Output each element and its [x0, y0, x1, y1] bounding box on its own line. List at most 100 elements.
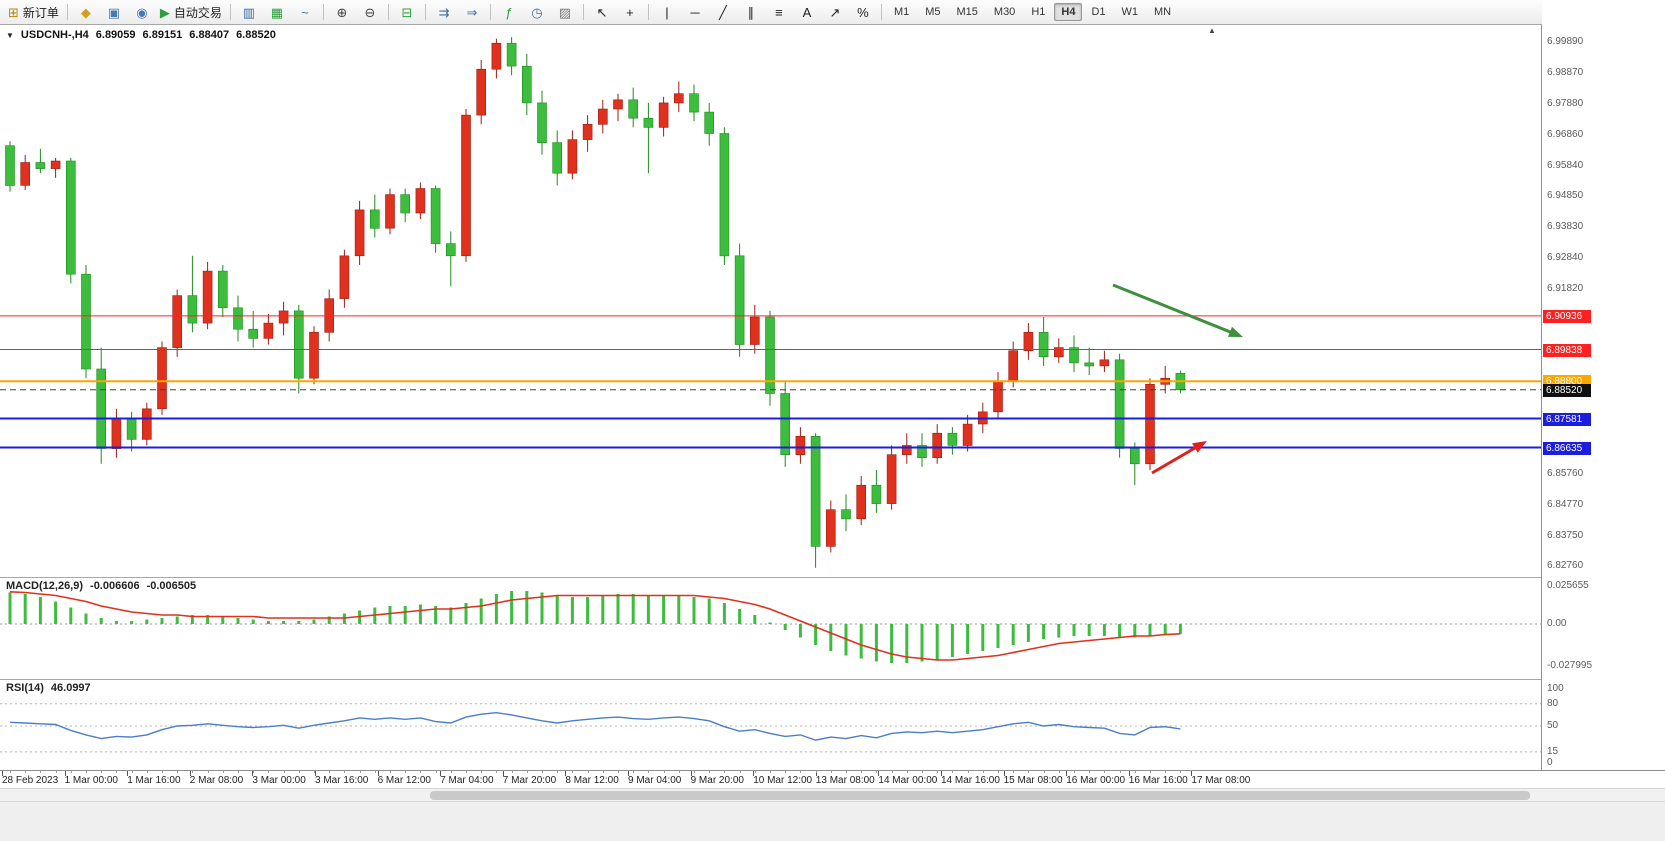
auto-scroll-icon-glyph: ⇉	[438, 4, 450, 20]
indicators-icon[interactable]: ƒ	[495, 1, 523, 23]
time-axis-minor-tick	[314, 771, 315, 773]
chart-symbol-period: USDCNH-,H4	[20, 29, 89, 41]
red-up-arrow[interactable]	[1151, 444, 1200, 475]
fibonacci-icon[interactable]: ≡	[765, 1, 793, 23]
toolbar-separator	[322, 4, 324, 20]
time-axis-tick	[878, 771, 880, 776]
candle-body	[233, 307, 243, 330]
time-axis-minor-tick	[572, 771, 574, 773]
timeframe-h4-button[interactable]: H4	[1054, 3, 1083, 21]
crosshair-icon[interactable]: +	[616, 1, 644, 23]
toolbar-separator	[229, 4, 231, 20]
time-axis-tick	[690, 771, 692, 776]
tile-windows-icon[interactable]: ⊟	[393, 1, 421, 23]
timeframe-m1-button[interactable]: M1	[893, 6, 910, 18]
macd-axis-label: 0.025655	[1547, 579, 1589, 591]
channel-icon[interactable]: ∥	[737, 1, 765, 23]
data-window-icon[interactable]: ▣	[100, 1, 128, 23]
auto-scroll-icon[interactable]: ⇉	[430, 1, 458, 23]
time-axis-minor-tick	[1134, 771, 1136, 773]
zoom-in-icon[interactable]: ⊕	[328, 1, 356, 23]
time-axis-label: 9 Mar 20:00	[690, 775, 744, 786]
chart-shift-marker[interactable]: ▲	[1208, 26, 1216, 35]
timeframe-d1-button[interactable]: D1	[1091, 6, 1106, 18]
candle-body	[369, 209, 380, 229]
ohlc-open: 6.89059	[95, 29, 136, 41]
time-axis-label: 7 Mar 04:00	[440, 775, 494, 786]
timeframe-w1-button[interactable]: W1	[1121, 6, 1139, 18]
candlestick-chart-icon-glyph: ▦	[270, 4, 284, 20]
cycles-icon[interactable]: %	[849, 1, 877, 23]
horizontal-line-icon[interactable]: ─	[681, 1, 709, 23]
price-axis[interactable]: 6.99890 6.98870 6.97880 6.96860 6.95840 6.948…	[1542, 0, 1665, 788]
toolbar-separator	[647, 4, 649, 20]
new-order-button[interactable]: ⊞ 新订单	[4, 1, 63, 23]
market-watch-icon[interactable]: ◆	[72, 1, 100, 23]
time-axis-label: 7 Mar 20:00	[502, 775, 557, 786]
rsi-axis-label: 80	[1547, 697, 1559, 709]
arrow-tool-icon[interactable]: ↗	[821, 1, 849, 23]
time-axis-minor-tick	[390, 771, 391, 773]
time-axis-label: 16 Mar 00:00	[1066, 775, 1126, 786]
text-icon-glyph: A	[802, 4, 812, 20]
fibonacci-icon-glyph: ≡	[775, 4, 783, 20]
time-axis-tick	[753, 771, 755, 776]
price-axis-label: 6.85760	[1547, 468, 1584, 480]
time-axis-minor-tick	[937, 771, 939, 773]
timeframe-mn-button[interactable]: MN	[1154, 6, 1172, 18]
time-axis-label: 14 Mar 16:00	[941, 775, 1000, 786]
candle-body	[248, 328, 258, 339]
templates-icon[interactable]: ▨	[551, 1, 579, 23]
timeframe-m15-button[interactable]: M15	[956, 6, 978, 18]
timeframe-h1-button[interactable]: H1	[1031, 6, 1046, 18]
green-down-arrow[interactable]	[1112, 283, 1236, 336]
timeframe-m30-button[interactable]: M30	[993, 6, 1016, 18]
candle-body	[643, 117, 654, 128]
channel-icon-glyph: ∥	[747, 4, 755, 20]
line-chart-icon-glyph: ~	[301, 4, 309, 20]
timeframe-m5-button[interactable]: M5	[925, 6, 941, 18]
vertical-line-icon[interactable]: |	[653, 1, 681, 23]
time-axis-minor-tick	[1043, 771, 1045, 773]
line-chart-icon[interactable]: ~	[291, 1, 319, 23]
price-axis-label: 6.82760	[1547, 560, 1584, 571]
text-icon[interactable]: A	[793, 1, 821, 23]
trendline-icon[interactable]: ╱	[709, 1, 737, 23]
time-axis-minor-tick	[633, 771, 635, 773]
scrollbar-thumb[interactable]	[430, 791, 1530, 800]
time-axis[interactable]: 28 Feb 2023 1 Mar 00:00 1 Mar 16:00 2 Mar 0…	[0, 770, 1665, 788]
candle-body	[126, 417, 137, 440]
periods-icon[interactable]: ◷	[523, 1, 551, 23]
data-window-icon-glyph: ▣	[107, 4, 121, 20]
chart-canvas[interactable]	[0, 0, 1541, 788]
cursor-icon[interactable]: ↖	[588, 1, 616, 23]
toolbar-separator	[387, 4, 389, 20]
candle-body	[1114, 359, 1125, 449]
community-icon[interactable]: ◉	[128, 1, 156, 23]
time-axis-minor-tick	[967, 771, 969, 773]
time-axis-minor-tick	[298, 771, 300, 773]
candle-body	[400, 194, 411, 214]
time-axis-minor-tick	[374, 771, 376, 773]
chart-shift-icon[interactable]: ⇒	[458, 1, 486, 23]
time-axis-tick	[815, 771, 817, 776]
candle-body	[1023, 331, 1034, 351]
candle-body	[582, 124, 593, 140]
price-axis-label: 6.97880	[1547, 97, 1584, 109]
time-axis-minor-tick	[283, 771, 285, 773]
auto-trading-button[interactable]: ▶ 自动交易	[156, 1, 226, 23]
time-axis-tick	[1003, 771, 1005, 776]
bar-chart-icon[interactable]: ▥	[235, 1, 263, 23]
horizontal-scrollbar[interactable]	[0, 788, 1665, 801]
time-axis-minor-tick	[724, 771, 726, 773]
time-axis-minor-tick	[450, 771, 452, 773]
horizontal-line-icon-glyph: ─	[690, 4, 700, 20]
status-bar	[0, 801, 1665, 841]
zoom-out-icon[interactable]: ⊖	[356, 1, 384, 23]
candlestick-chart-icon[interactable]: ▦	[263, 1, 291, 23]
candle-body	[993, 380, 1003, 413]
time-axis-tick	[565, 771, 567, 776]
candle-body	[202, 270, 213, 324]
red-up-arrow-head	[1192, 441, 1207, 453]
one-click-trading-arrow[interactable]: ▼	[6, 30, 14, 40]
